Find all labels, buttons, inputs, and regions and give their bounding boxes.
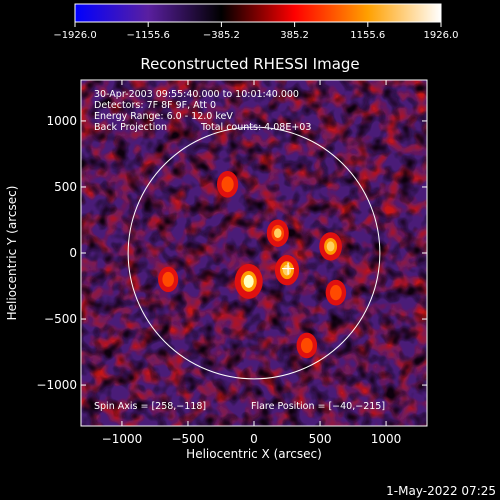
solar-disk-circle	[127, 126, 381, 380]
source-peak	[282, 264, 292, 276]
x-tick-label: 500	[309, 432, 332, 446]
source-core	[221, 176, 234, 193]
bright-sources	[158, 171, 347, 359]
annotation-counts: Total counts: 4.08E+03	[200, 122, 311, 133]
source-peak	[274, 228, 282, 239]
chart-title: Reconstructed RHESSI Image	[140, 55, 359, 73]
colorbar-tick-label: −385.2	[203, 30, 240, 41]
spin-axis-marker	[282, 262, 295, 275]
source-core	[300, 337, 313, 354]
x-tick-label: 0	[250, 432, 258, 446]
colorbar-tick-label: 385.2	[280, 30, 309, 41]
colorbar	[74, 3, 442, 23]
source-core	[162, 271, 174, 287]
plot-area	[81, 80, 427, 426]
annotation-energy: Energy Range: 6.0 - 12.0 keV	[94, 111, 233, 122]
annotation-method: Back Projection	[94, 122, 167, 133]
y-axis-label: Heliocentric Y (arcsec)	[5, 186, 19, 321]
x-tick-label: −1000	[102, 432, 143, 446]
image-texture-dark	[81, 80, 427, 426]
annotation-flare-position: Flare Position = [−40,−215]	[251, 401, 385, 412]
source-peak	[326, 241, 335, 252]
y-tick-label: 1000	[46, 114, 77, 128]
x-axis-label: Heliocentric X (arcsec)	[186, 447, 322, 461]
colorbar-tick-label: −1926.0	[53, 30, 96, 41]
source-core	[330, 284, 342, 301]
source-peak	[243, 274, 254, 288]
y-tick-label: 0	[69, 246, 77, 260]
x-tick-label: −500	[171, 432, 204, 446]
x-tick-label: 1000	[371, 432, 402, 446]
y-tick-label: −1000	[36, 378, 77, 392]
x-axis-ticks: −1000 −500 0 500 1000	[102, 80, 402, 446]
colorbar-tick-label: 1926.0	[424, 30, 459, 41]
annotation-time: 30-Apr-2003 09:55:40.000 to 10:01:40.000	[94, 89, 299, 100]
y-tick-label: 500	[54, 180, 77, 194]
annotation-spin-axis: Spin Axis = [258,−118]	[94, 401, 206, 412]
footer-timestamp: 1-May-2022 07:25	[386, 484, 496, 498]
y-axis-ticks: −1000 −500 0 500 1000	[36, 114, 427, 392]
colorbar-tick-label: 1155.6	[350, 30, 385, 41]
colorbar-ticks: −1926.0 −1155.6 −385.2 385.2 1155.6 1926.0	[53, 22, 459, 41]
colorbar-tick-label: −1155.6	[127, 30, 170, 41]
y-tick-label: −500	[44, 312, 77, 326]
annotation-detectors: Detectors: 7F 8F 9F, Att 0	[94, 100, 216, 111]
